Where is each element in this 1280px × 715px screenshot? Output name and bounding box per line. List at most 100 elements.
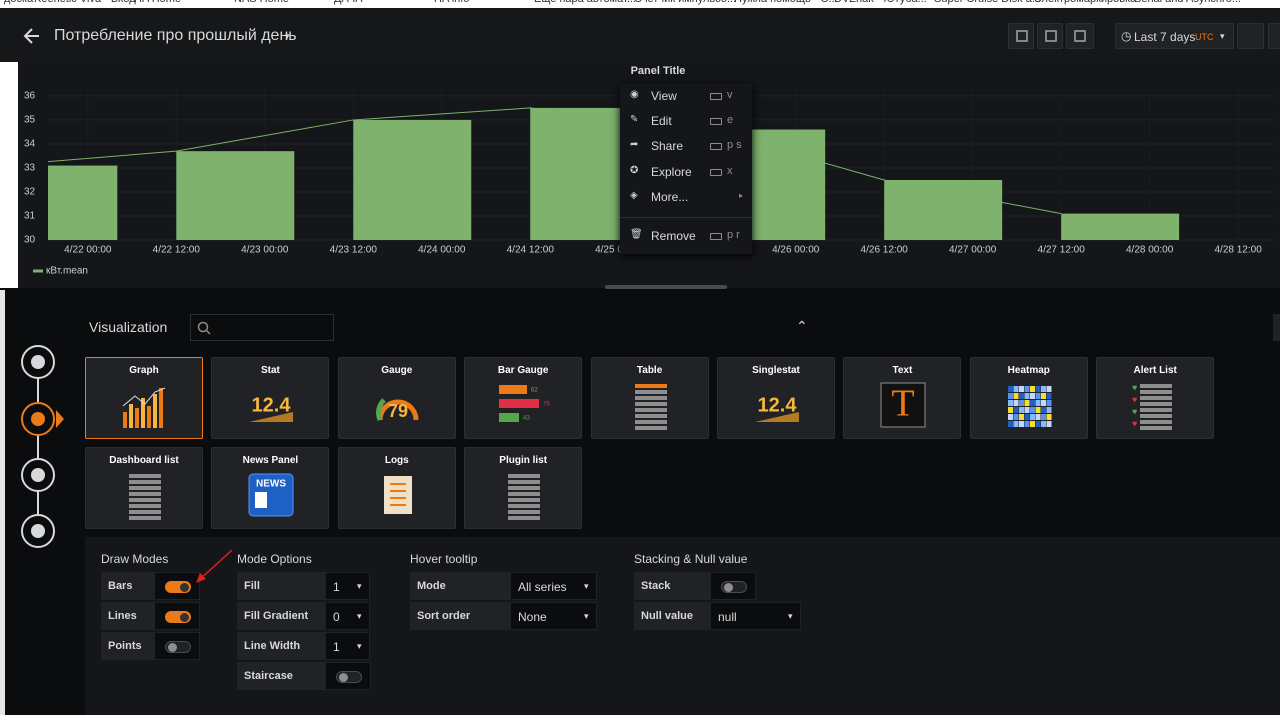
bookmark[interactable]: Serial and Asynchro... (1134, 0, 1241, 5)
heat-cell (1018, 407, 1024, 413)
x-tick-label: 4/26 00:00 (772, 245, 820, 256)
heat-cell (1035, 386, 1041, 392)
y-tick-label: 34 (24, 139, 36, 150)
card-name: Logs (384, 455, 409, 466)
icon (1016, 30, 1028, 42)
menu-item[interactable]: ✪ Explore x (620, 162, 752, 182)
card-name: Graph (129, 365, 159, 376)
toolbar-button[interactable] (1066, 23, 1094, 49)
visualization-card[interactable]: Logs (337, 447, 456, 529)
heat-cell (1029, 386, 1035, 392)
visualization-card[interactable]: Singlestat 12.4 (717, 357, 835, 439)
icon-spark (755, 412, 799, 422)
icon-heart: ♥ (1132, 406, 1137, 416)
search-box[interactable] (190, 314, 334, 341)
icon-shape (1016, 30, 1028, 42)
heat-cell (1007, 407, 1013, 413)
menu-item[interactable]: ◉ View v (620, 86, 752, 106)
visualization-card[interactable]: Dashboard list (85, 447, 203, 529)
heat-cell (1040, 393, 1046, 399)
menu-icon: ✪ (630, 165, 639, 176)
select-caret: ▾ (788, 611, 793, 621)
zoom-out[interactable] (1237, 23, 1264, 49)
x-tick-label: 4/26 12:00 (861, 245, 909, 256)
dashboard-title[interactable]: Потребление про прошлый день (54, 27, 297, 44)
bookmark[interactable]: DVZnak - Ютуба... (834, 0, 927, 5)
visualization-card[interactable]: Gauge 79 (337, 357, 456, 439)
toolbar-button[interactable] (1037, 23, 1063, 49)
bookmark[interactable]: Еще пара автомат... (534, 0, 636, 5)
switch-box[interactable] (154, 572, 200, 600)
visualization-card[interactable]: Graph (85, 357, 203, 439)
collapse-chevron[interactable]: ⌃ (796, 318, 808, 334)
select[interactable]: All series ▾ (510, 572, 597, 600)
refresh[interactable] (1268, 23, 1280, 49)
option-label-text: Fill (244, 580, 260, 592)
visualization-card[interactable]: Bar Gauge 62 76 43 (464, 357, 583, 439)
bookmark[interactable]: HA Home (134, 0, 181, 5)
icon-row (1140, 420, 1173, 424)
bookmark[interactable]: ДАЧА (334, 0, 363, 5)
visualization-card[interactable]: Alert List ♥ ♥ ♥ ♥ (1096, 357, 1215, 439)
switch-box[interactable] (154, 602, 200, 630)
bookmark[interactable]: Счетчик импульсо... (634, 0, 736, 5)
menu-icon: 🗑 (630, 229, 643, 240)
visualization-card[interactable]: Plugin list (464, 447, 583, 529)
switch-knob (339, 673, 348, 682)
select[interactable]: 1 ▾ (325, 572, 370, 600)
heat-cell (1046, 407, 1052, 413)
lens (197, 321, 209, 333)
bookmark[interactable]: доска (4, 0, 33, 5)
icon-bar (499, 399, 540, 408)
select[interactable]: 0 ▾ (325, 602, 370, 630)
menu-shortcut: e (727, 114, 734, 126)
switch-box[interactable] (154, 632, 200, 660)
key-icon (710, 93, 722, 100)
menu-item[interactable]: 🗑 Remove p r (620, 226, 752, 246)
card-icon (383, 476, 412, 514)
visualization-card[interactable]: Stat 12.4 (211, 357, 330, 439)
card-icon: 79 (375, 398, 419, 421)
card-name: Text (892, 365, 913, 376)
option-label: Sort order (410, 602, 510, 630)
select[interactable]: 1 ▾ (325, 632, 370, 660)
icon-bar (141, 398, 145, 428)
menu-item[interactable]: ◈ More... ▸ (620, 187, 752, 207)
heat-cell (1013, 386, 1019, 392)
bar (48, 165, 118, 240)
card-icon (129, 474, 161, 520)
icon-row (508, 486, 541, 490)
icon-row (1140, 426, 1173, 430)
card-icon (634, 384, 667, 430)
arrow (23, 28, 39, 44)
switch-box[interactable] (710, 572, 756, 600)
menu-item[interactable]: ➦ Share p s (620, 136, 752, 156)
card-name: Alert List (1133, 365, 1177, 376)
bookmark[interactable]: HA info (434, 0, 469, 5)
icon-text: 43 (523, 416, 530, 422)
visualization-card[interactable]: News Panel NEWS (211, 447, 330, 529)
bookmark[interactable]: Нужна помощь - С... (734, 0, 838, 5)
visualization-card[interactable]: Heatmap (969, 357, 1088, 439)
bookmark[interactable]: Электромаркировка (1034, 0, 1136, 5)
visualization-card[interactable]: Table (590, 357, 709, 439)
card-icon: 62 76 43 (499, 385, 551, 422)
icon-shape (1045, 30, 1057, 42)
select-caret: ▾ (584, 581, 589, 591)
bookmark[interactable]: Keenetic Viva - Вход (34, 0, 136, 5)
select[interactable]: null ▾ (710, 602, 801, 630)
bookmark[interactable]: Super Cruise Disk a... (934, 0, 1041, 5)
menu-divider (620, 217, 752, 218)
heat-cell (1035, 393, 1041, 399)
heat-cell (1046, 400, 1052, 406)
toolbar-button[interactable] (1008, 23, 1034, 49)
step-dot (31, 355, 45, 369)
bookmark[interactable]: NAS Home (234, 0, 289, 5)
icon-row (634, 402, 667, 406)
visualization-card[interactable]: Text T (843, 357, 962, 439)
time-picker[interactable]: ◷ Last 7 days UTC ▾ (1115, 23, 1234, 49)
menu-item[interactable]: ✎ Edit e (620, 111, 752, 131)
select[interactable]: None ▾ (510, 602, 597, 630)
icon-spark (249, 412, 294, 422)
switch-box[interactable] (325, 662, 371, 690)
